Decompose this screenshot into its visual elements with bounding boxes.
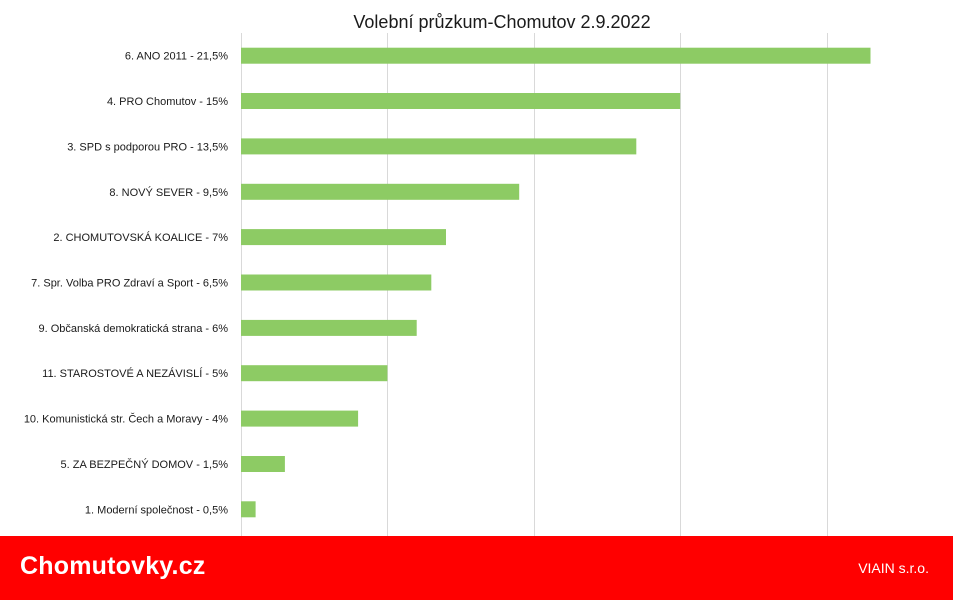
bar-chart: 6. ANO 2011 - 21,5% 4. PRO Chomutov - 15%…: [0, 0, 953, 536]
category-labels: 6. ANO 2011 - 21,5% 4. PRO Chomutov - 15%…: [24, 51, 228, 517]
bar-2: [241, 93, 681, 109]
bar-10: [241, 456, 285, 472]
chart-title: Volební průzkum-Chomutov 2.9.2022: [353, 12, 650, 32]
company-name: VIAIN s.r.o.: [858, 560, 929, 576]
bar-1: [241, 47, 871, 64]
bar-6: [241, 274, 432, 291]
gridlines: [241, 33, 828, 536]
category-label-9: 10. Komunistická str. Čech a Moravy - 4%: [24, 413, 228, 426]
bar-4: [241, 183, 520, 200]
category-label-7: 9. Občanská demokratická strana - 6%: [38, 323, 228, 335]
category-label-6: 7. Spr. Volba PRO Zdraví a Sport - 6,5%: [31, 278, 228, 290]
category-label-5: 2. CHOMUTOVSKÁ KOALICE - 7%: [53, 231, 228, 244]
bar-7: [241, 319, 417, 336]
category-label-2: 4. PRO Chomutov - 15%: [107, 96, 228, 108]
category-label-3: 3. SPD s podporou PRO - 13,5%: [67, 141, 228, 153]
footer-banner: Chomutovky.cz VIAIN s.r.o.: [0, 536, 953, 600]
category-label-4: 8. NOVÝ SEVER - 9,5%: [109, 186, 228, 199]
chart-background: [0, 0, 953, 536]
bar-5: [241, 229, 446, 246]
bar-3: [241, 138, 637, 155]
bar-8: [241, 365, 388, 382]
category-label-10: 5. ZA BEZPEČNÝ DOMOV - 1,5%: [61, 458, 229, 471]
chart-svg: 6. ANO 2011 - 21,5% 4. PRO Chomutov - 15%…: [0, 0, 953, 536]
bars: [241, 47, 871, 518]
category-label-11: 1. Moderní společnost - 0,5%: [85, 504, 228, 516]
category-label-1: 6. ANO 2011 - 21,5%: [125, 51, 228, 63]
bar-11: [241, 501, 256, 518]
category-label-8: 11. STAROSTOVÉ A NEZÁVISLÍ - 5%: [42, 367, 228, 380]
brand-logo-text[interactable]: Chomutovky.cz: [20, 552, 206, 580]
bar-9: [241, 410, 359, 427]
